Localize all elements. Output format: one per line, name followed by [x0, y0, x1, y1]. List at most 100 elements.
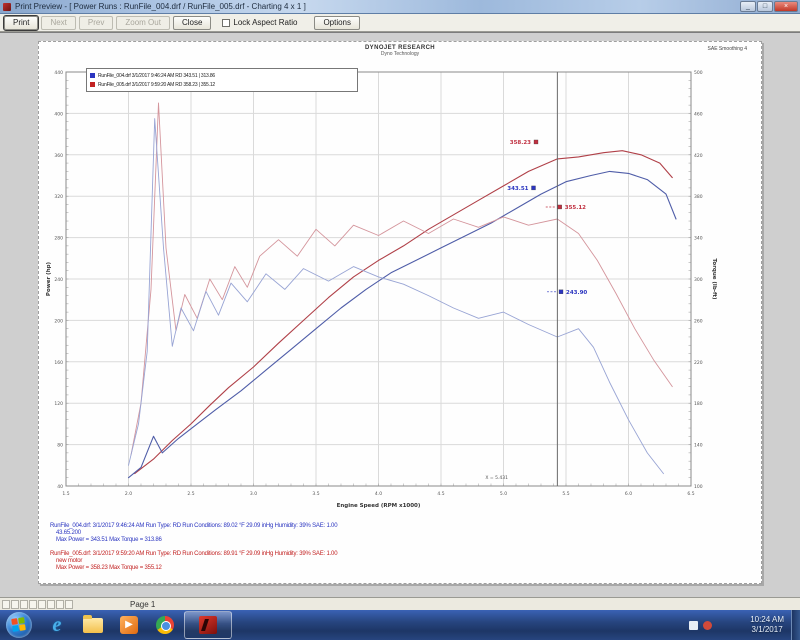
ie-icon: e [52, 613, 62, 636]
windows-flag-icon [11, 617, 26, 632]
legend-swatch-red [90, 82, 95, 87]
svg-text:Power (hp): Power (hp) [46, 261, 52, 296]
svg-text:5.0: 5.0 [500, 491, 507, 497]
svg-text:2.5: 2.5 [187, 491, 194, 497]
svg-text:220: 220 [694, 360, 703, 366]
svg-text:140: 140 [694, 443, 703, 449]
svg-text:300: 300 [694, 277, 703, 283]
svg-text:440: 440 [54, 70, 63, 76]
svg-text:4.0: 4.0 [375, 491, 382, 497]
svg-text:460: 460 [694, 111, 703, 117]
page-indicator: Page 1 [130, 599, 156, 609]
svg-text:5.5: 5.5 [562, 491, 569, 497]
run2-note: new motor [56, 558, 83, 564]
print-button[interactable]: Print [2, 14, 40, 31]
run1-details: RunFile_004.drf: 3/1/2017 9:46:24 AM Run… [47, 523, 747, 544]
media-player-button[interactable]: ▶ [112, 612, 146, 638]
chart-legend-box: RunFile_004.drf 3/1/2017 9:46:24 AM RD 3… [86, 68, 358, 92]
report-company: DYNOJET RESEARCH [364, 45, 436, 51]
file-explorer-button[interactable] [76, 612, 110, 638]
run2-conditions: RunFile_005.drf: 3/1/2017 9:59:20 AM Run… [50, 551, 338, 557]
svg-text:100: 100 [694, 484, 703, 490]
run1-max-values: Max Power = 343.51 Max Torque = 313.86 [56, 537, 162, 543]
svg-text:Torque (lb-ft): Torque (lb-ft) [711, 258, 717, 300]
svg-text:2.0: 2.0 [125, 491, 132, 497]
window-titlebar[interactable]: Print Preview - [ Power Runs : RunFile_0… [0, 0, 800, 14]
report-subtitle: Dyno Technology [380, 51, 420, 57]
print-page: DYNOJET RESEARCH Dyno Technology SAE Smo… [38, 41, 762, 584]
svg-text:200: 200 [54, 318, 63, 324]
dyno-app-taskbar-button[interactable] [184, 611, 232, 639]
svg-text:360: 360 [54, 153, 63, 159]
folder-icon [83, 614, 103, 633]
clock-time: 10:24 AM [750, 615, 784, 624]
svg-text:340: 340 [694, 236, 703, 242]
svg-text:6.0: 6.0 [625, 491, 632, 497]
svg-text:160: 160 [54, 360, 63, 366]
smoothing-label: SAE Smoothing 4 [707, 46, 747, 52]
svg-text:243.90: 243.90 [566, 290, 587, 296]
clock-date: 3/1/2017 [751, 625, 783, 634]
run2-max-values: Max Power = 358.23 Max Torque = 355.12 [56, 565, 162, 571]
show-desktop-button[interactable] [791, 610, 800, 640]
print-preview-toolbar: Print Next Prev Zoom Out Close Lock Aspe… [0, 14, 800, 32]
run2-details: RunFile_005.drf: 3/1/2017 9:59:20 AM Run… [47, 551, 747, 572]
legend-row-run1: RunFile_004.drf 3/1/2017 9:46:24 AM RD 3… [90, 71, 354, 80]
run-details-block: RunFile_004.drf: 3/1/2017 9:46:24 AM Run… [47, 523, 747, 579]
svg-text:320: 320 [54, 194, 63, 200]
chrome-icon [156, 616, 174, 634]
page-nav-cells [2, 599, 74, 609]
svg-text:355.12: 355.12 [565, 205, 586, 211]
svg-text:400: 400 [54, 111, 63, 117]
lock-aspect-label: Lock Aspect Ratio [233, 18, 298, 27]
system-tray [689, 610, 712, 640]
svg-text:3.5: 3.5 [312, 491, 319, 497]
legend-row-run2: RunFile_005.drf 3/1/2017 9:59:20 AM RD 3… [90, 80, 354, 89]
svg-text:358.23: 358.23 [510, 140, 531, 146]
svg-text:X = 5.431: X = 5.431 [485, 475, 508, 481]
svg-text:240: 240 [54, 277, 63, 283]
tray-icon-2[interactable] [703, 620, 712, 630]
svg-text:80: 80 [57, 443, 63, 449]
prev-page-button[interactable]: Prev [78, 15, 114, 30]
window-title: Print Preview - [ Power Runs : RunFile_0… [15, 2, 306, 11]
start-button[interactable] [6, 612, 32, 638]
svg-text:40: 40 [57, 484, 63, 490]
svg-text:420: 420 [694, 153, 703, 159]
svg-text:280: 280 [54, 236, 63, 242]
svg-text:Engine Speed (RPM x1000): Engine Speed (RPM x1000) [337, 503, 421, 509]
svg-text:4.5: 4.5 [437, 491, 444, 497]
svg-text:260: 260 [694, 318, 703, 324]
report-header: DYNOJET RESEARCH Dyno Technology [39, 45, 761, 57]
preview-area: DYNOJET RESEARCH Dyno Technology SAE Smo… [0, 32, 800, 597]
taskbar-clock[interactable]: 10:24 AM 3/1/2017 [750, 610, 784, 640]
close-window-button[interactable]: × [774, 1, 798, 12]
media-player-icon: ▶ [120, 616, 138, 634]
app-icon [3, 2, 11, 11]
next-page-button[interactable]: Next [41, 15, 76, 30]
options-button[interactable]: Options [314, 15, 361, 30]
svg-text:6.5: 6.5 [687, 491, 694, 497]
svg-text:343.51: 343.51 [507, 186, 528, 192]
lock-aspect-checkbox[interactable] [222, 18, 231, 27]
dyno-chart-canvas[interactable]: 1.5 2.0 2.5 3.0 3.5 4.0 4.5 5.0 5.5 6.0 6.5 440 500 4… [39, 54, 763, 524]
chrome-button[interactable] [148, 612, 182, 638]
svg-text:1.5: 1.5 [62, 491, 69, 497]
minimize-button[interactable]: _ [740, 1, 756, 12]
maximize-button[interactable]: □ [757, 1, 773, 12]
svg-text:180: 180 [694, 401, 703, 407]
internet-explorer-button[interactable]: e [40, 612, 74, 638]
svg-text:380: 380 [694, 194, 703, 200]
run1-note: 43.65.200 [56, 530, 81, 536]
zoom-out-button[interactable]: Zoom Out [116, 15, 170, 30]
svg-text:500: 500 [694, 70, 703, 76]
svg-text:120: 120 [54, 401, 63, 407]
close-preview-button[interactable]: Close [172, 15, 212, 30]
legend-swatch-blue [90, 73, 95, 78]
dyno-app-icon [199, 616, 217, 634]
tray-icon-1[interactable] [689, 620, 698, 630]
windows-taskbar: e ▶ 10:24 AM 3/1/2017 [0, 610, 800, 640]
svg-text:3.0: 3.0 [250, 491, 257, 497]
run1-conditions: RunFile_004.drf: 3/1/2017 9:46:24 AM Run… [50, 523, 338, 529]
